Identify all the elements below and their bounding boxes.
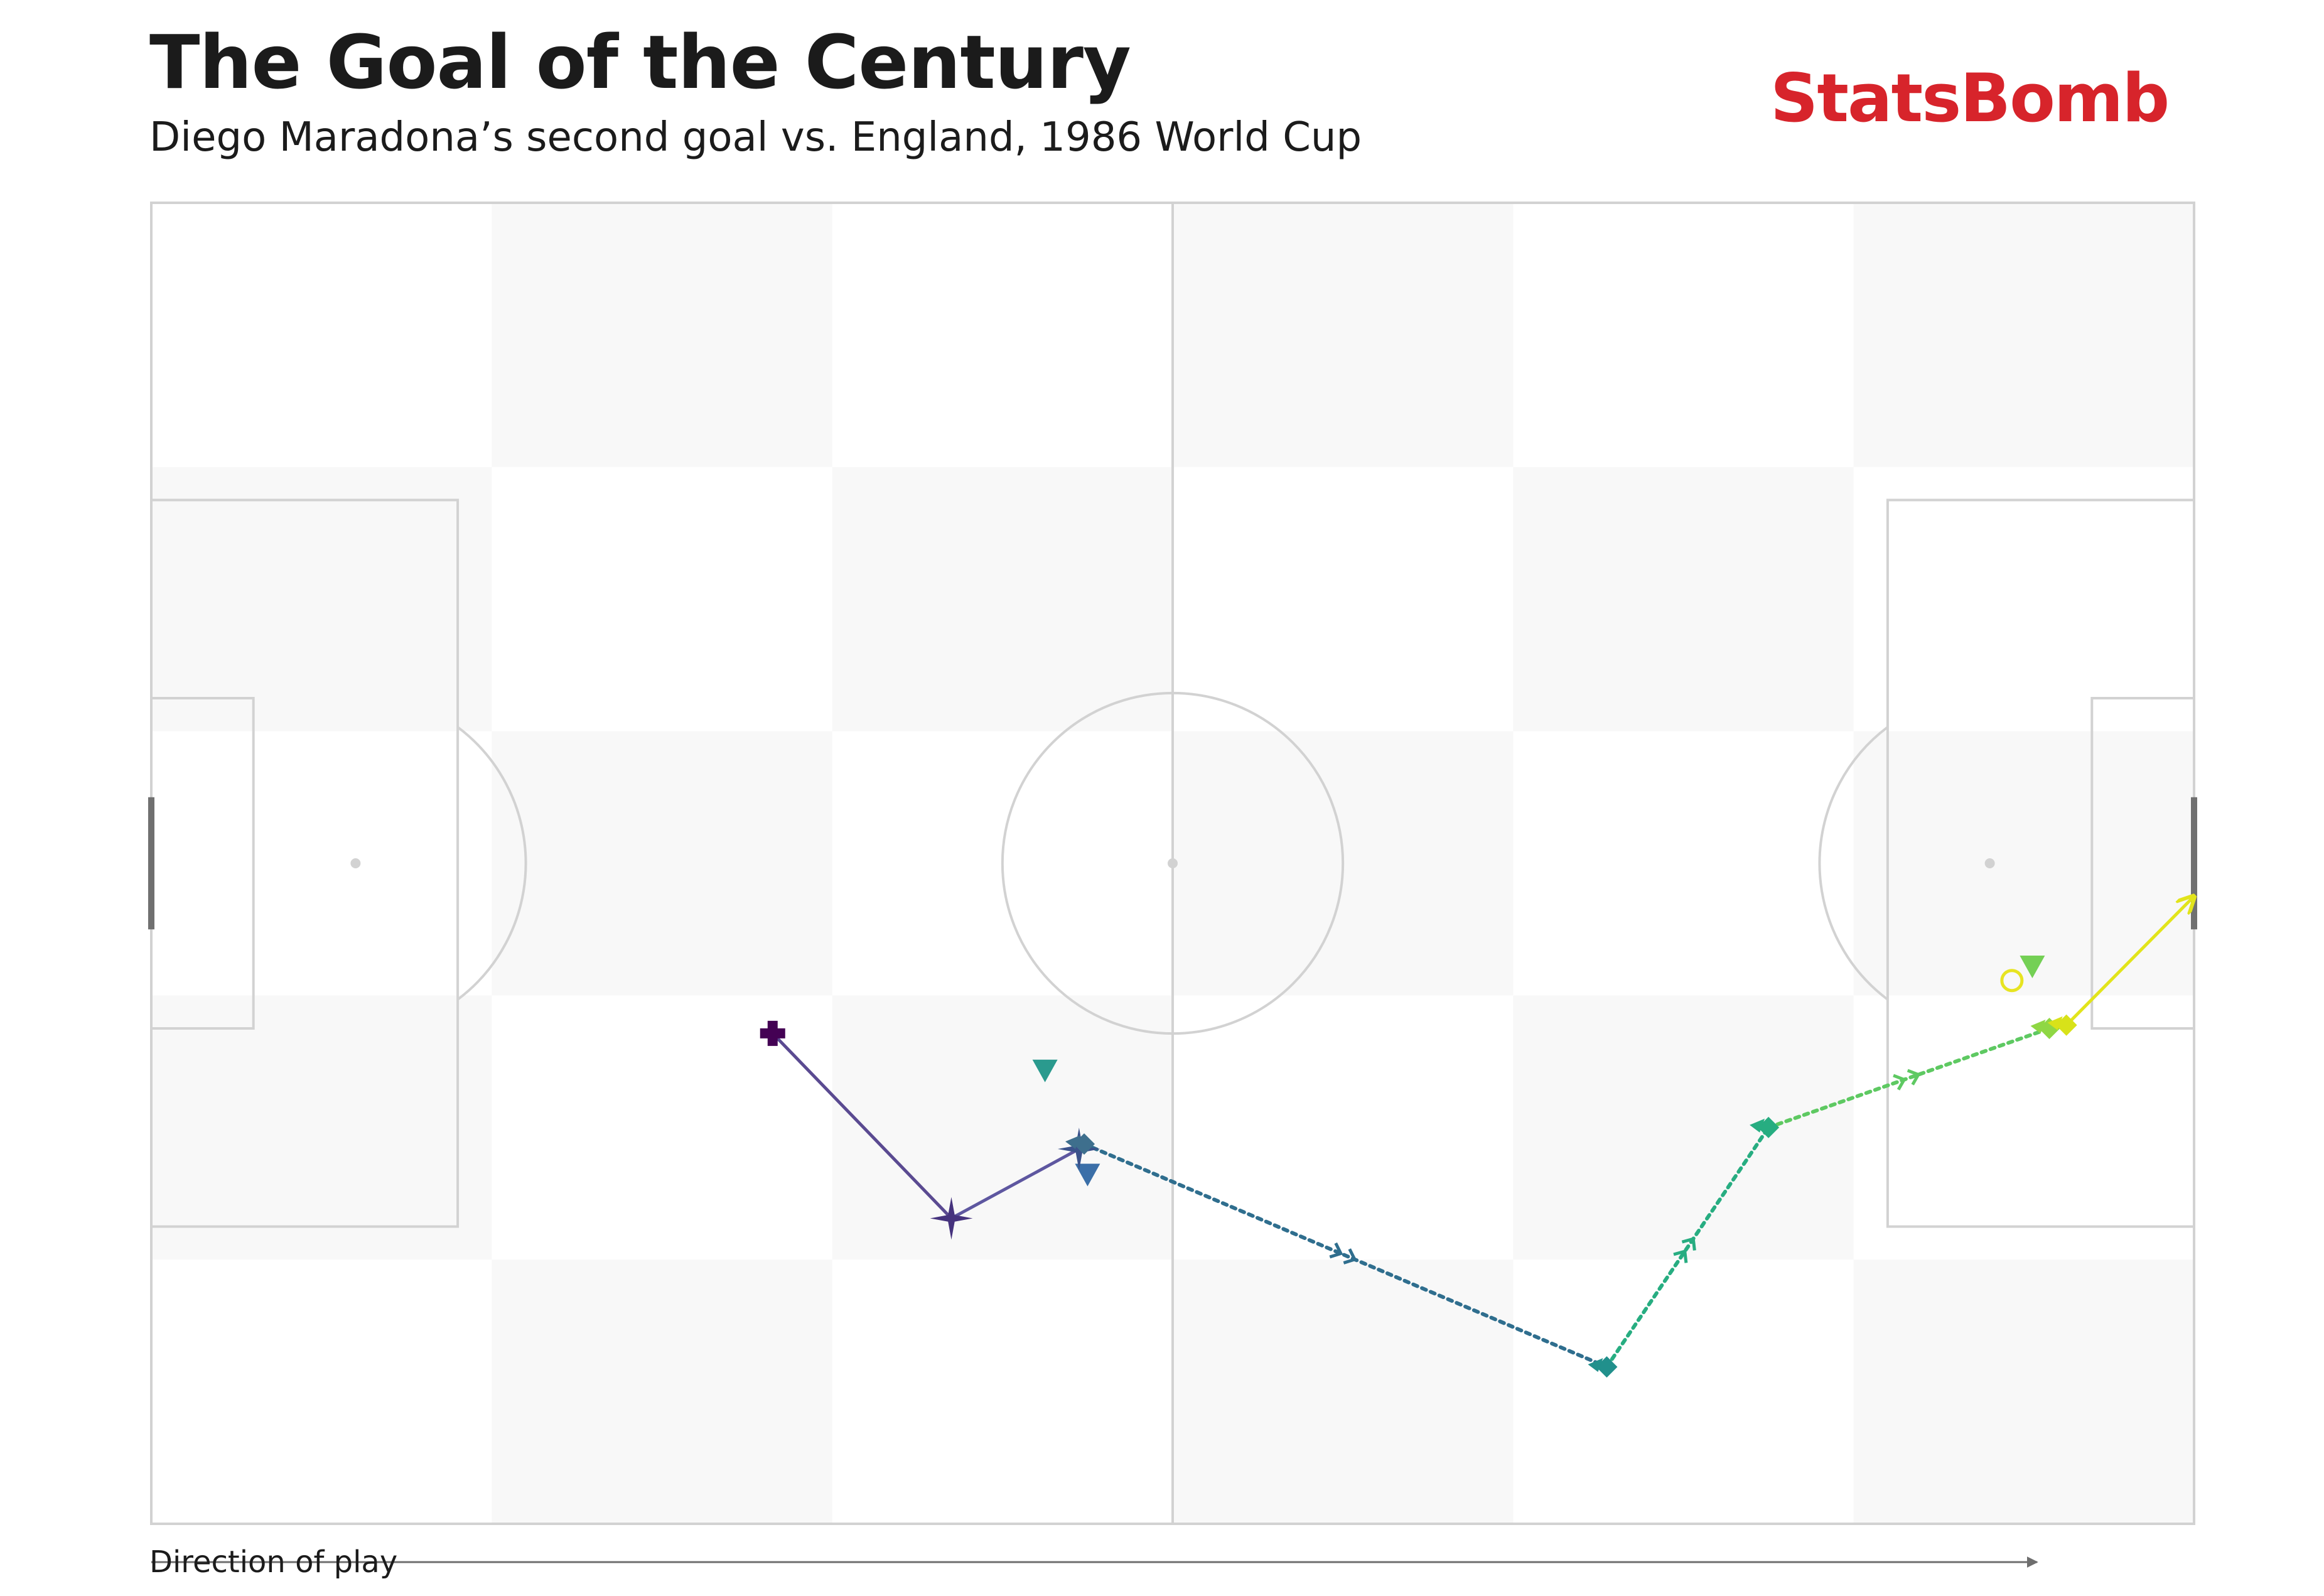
carry-arrowhead bbox=[2030, 1020, 2046, 1033]
carry-path bbox=[771, 1032, 953, 1220]
event-markers bbox=[760, 1014, 2077, 1378]
goalkeeper-circle bbox=[2000, 969, 2024, 993]
defender-triangle bbox=[1075, 1163, 1100, 1187]
chevron-icon bbox=[1673, 1237, 1696, 1263]
pitch-stripe bbox=[1173, 203, 1514, 467]
centre-spot bbox=[1168, 858, 1178, 868]
right-penalty-arc bbox=[1818, 726, 1889, 1001]
pitch-stripe bbox=[151, 466, 492, 731]
pitch-markings bbox=[148, 202, 2197, 1525]
statsbomb-logo: StatsBomb bbox=[1770, 60, 2170, 137]
pitch-stripe bbox=[492, 203, 832, 467]
carry-path bbox=[950, 1147, 1080, 1220]
left-penalty-spot bbox=[350, 858, 361, 868]
right-penalty-spot bbox=[1984, 858, 1995, 868]
carry-path bbox=[1767, 1027, 2052, 1130]
carry-paths bbox=[771, 897, 2194, 1369]
pitch-stripe bbox=[1513, 995, 1854, 1260]
centre-circle bbox=[1001, 691, 1345, 1035]
defender-triangle bbox=[1032, 1059, 1058, 1082]
left-six-yard-box bbox=[150, 697, 255, 1030]
defender-markers bbox=[1032, 956, 2045, 1187]
pitch-stripe bbox=[492, 1259, 832, 1524]
carry-path bbox=[1605, 1125, 1771, 1369]
pitch-stripe bbox=[832, 466, 1173, 731]
direction-of-play-label: Direction of play bbox=[149, 1545, 398, 1580]
pitch-stripe bbox=[492, 731, 832, 996]
start-plus-marker bbox=[760, 1020, 785, 1046]
pitch-stripe bbox=[832, 995, 1173, 1260]
carry-path bbox=[2065, 897, 2194, 1027]
carry-star-marker bbox=[930, 1197, 973, 1240]
pitch-stripe bbox=[151, 995, 492, 1260]
pitch-stripe bbox=[1173, 1259, 1514, 1524]
pitch-stripes bbox=[151, 203, 2194, 1524]
carry-arrowhead bbox=[1750, 1118, 1765, 1133]
path-direction-chevrons bbox=[1673, 1237, 1696, 1263]
chart-subtitle: Diego Maradona’s second goal vs. England… bbox=[149, 114, 1362, 161]
carry-path bbox=[1082, 1142, 1609, 1369]
path-direction-chevrons bbox=[1893, 1069, 1921, 1091]
path-direction-chevrons bbox=[1329, 1242, 1357, 1264]
pitch-stripe bbox=[1853, 1259, 2194, 1524]
pitch-stripe bbox=[1513, 466, 1854, 731]
carry-arrowhead bbox=[1588, 1358, 1603, 1372]
pitch-stripe bbox=[1853, 203, 2194, 467]
chevron-icon bbox=[1329, 1242, 1357, 1264]
left-penalty-arc bbox=[456, 726, 527, 1001]
carry-arrowhead bbox=[2047, 1016, 2063, 1030]
chevron-icon bbox=[1893, 1069, 1921, 1091]
defender-triangle bbox=[2020, 956, 2045, 979]
chart-title: The Goal of the Century bbox=[149, 19, 1131, 105]
carry-arrowhead bbox=[1065, 1135, 1080, 1150]
